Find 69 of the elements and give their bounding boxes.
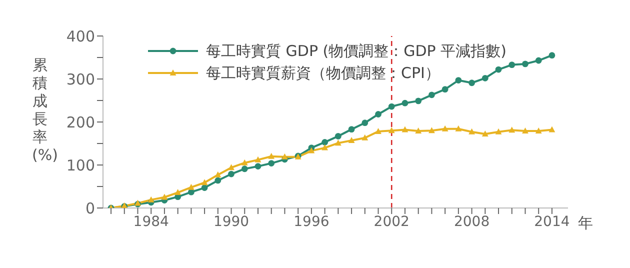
point bbox=[334, 140, 342, 146]
point bbox=[174, 189, 182, 196]
point bbox=[535, 128, 542, 134]
point bbox=[455, 125, 462, 132]
point bbox=[522, 60, 528, 68]
point bbox=[415, 128, 422, 134]
point bbox=[428, 92, 435, 98]
point bbox=[201, 179, 208, 186]
point bbox=[442, 86, 448, 93]
point bbox=[348, 126, 355, 133]
y-tick-label: 300 bbox=[66, 70, 95, 88]
point bbox=[495, 66, 502, 73]
point bbox=[508, 62, 516, 68]
point bbox=[362, 120, 368, 126]
x-tick-label: 1984 bbox=[133, 214, 170, 230]
point bbox=[241, 166, 248, 172]
y-tick-label: 0 bbox=[85, 199, 95, 218]
point bbox=[188, 184, 194, 190]
x-tick-label: 2014 bbox=[534, 214, 570, 230]
point bbox=[228, 170, 234, 178]
legend-label: 每工時實質 GDP (物價調整：GDP 平減指數) bbox=[206, 42, 506, 60]
point bbox=[468, 80, 475, 86]
point bbox=[468, 128, 475, 134]
point bbox=[482, 74, 488, 82]
y-axis-title: 累積成長率 (%) bbox=[32, 56, 58, 164]
x-tick-label: 2002 bbox=[374, 214, 410, 230]
point bbox=[402, 100, 408, 106]
point bbox=[455, 77, 462, 84]
point bbox=[254, 163, 262, 170]
x-tick-label: 1996 bbox=[294, 214, 330, 230]
point bbox=[228, 164, 234, 170]
point bbox=[428, 127, 435, 134]
point bbox=[241, 159, 248, 166]
point bbox=[282, 153, 288, 160]
point bbox=[495, 128, 502, 134]
point bbox=[415, 98, 422, 104]
point bbox=[508, 126, 516, 133]
point bbox=[548, 126, 556, 132]
x-tick-label: 2008 bbox=[454, 214, 490, 230]
x-tick-label: 1990 bbox=[213, 214, 250, 230]
point bbox=[375, 128, 382, 134]
point bbox=[268, 160, 275, 166]
point bbox=[308, 147, 315, 154]
point bbox=[522, 128, 528, 134]
point bbox=[322, 144, 328, 150]
point bbox=[388, 127, 395, 134]
point bbox=[161, 194, 168, 200]
y-tick-label: 100 bbox=[66, 156, 95, 174]
point bbox=[201, 184, 208, 191]
point bbox=[388, 103, 395, 110]
point bbox=[442, 125, 448, 132]
point bbox=[548, 52, 556, 59]
point bbox=[214, 171, 222, 178]
point bbox=[362, 134, 368, 140]
point bbox=[148, 196, 154, 202]
point bbox=[375, 111, 382, 118]
point bbox=[254, 156, 262, 162]
point bbox=[322, 139, 328, 146]
y-tick-label: 200 bbox=[66, 113, 95, 132]
x-axis-title: 年 bbox=[578, 214, 593, 233]
point bbox=[348, 136, 355, 143]
legend-label: 每工時實質薪資（物價調整：CPI） bbox=[206, 64, 440, 82]
point bbox=[402, 126, 408, 132]
point bbox=[214, 177, 222, 184]
point bbox=[482, 130, 488, 137]
point bbox=[334, 132, 342, 140]
y-tick-label: 400 bbox=[66, 27, 95, 46]
point bbox=[268, 152, 275, 159]
point bbox=[535, 57, 542, 64]
